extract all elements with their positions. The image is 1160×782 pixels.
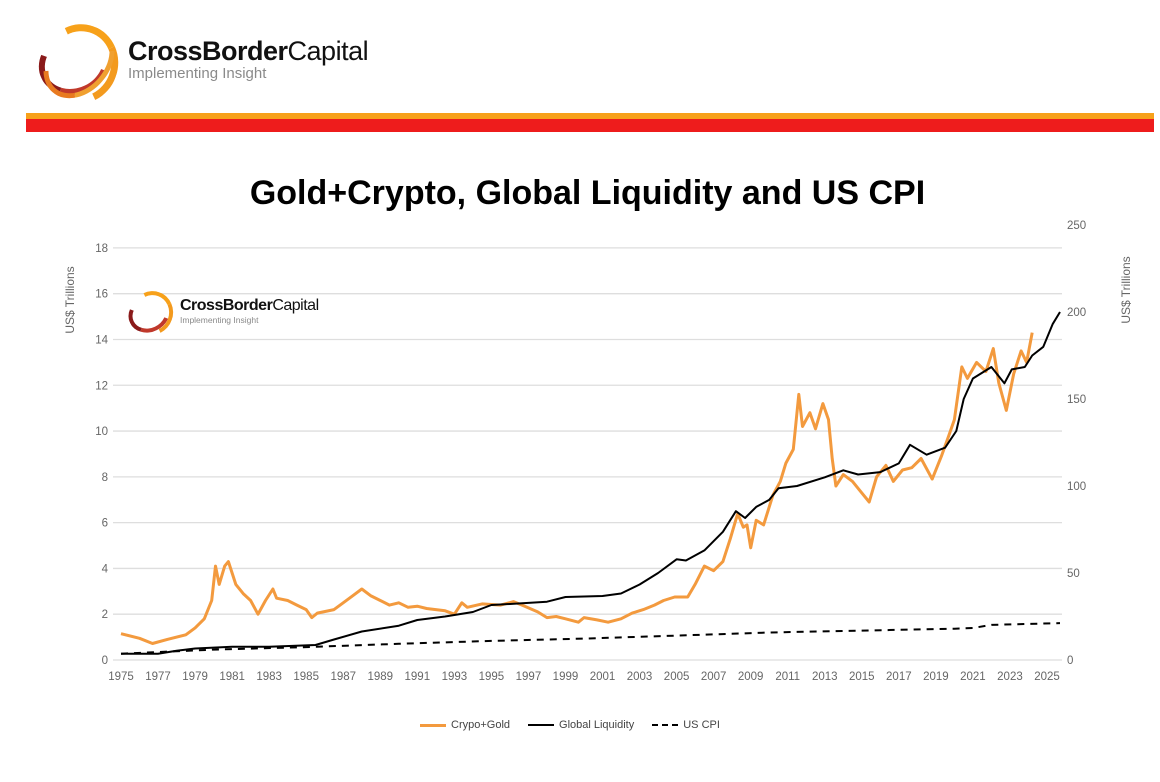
- gridlines: [113, 247, 1062, 661]
- watermark-brand-bold: CrossBorder: [180, 297, 273, 314]
- legend-item-crypto-gold: Crypo+Gold: [420, 719, 510, 731]
- y-right-label: US$ Trillions: [1119, 256, 1133, 323]
- legend-label: US CPI: [683, 719, 720, 731]
- y-right-tick-label: 200: [1067, 307, 1086, 319]
- legend-label: Global Liquidity: [559, 719, 635, 731]
- watermark-brand: CrossBorderCapital: [180, 297, 319, 315]
- x-tick-label: 1983: [256, 671, 282, 683]
- legend-swatch: [652, 724, 679, 726]
- y-right-tick-label: 150: [1067, 394, 1086, 406]
- x-tick-label: 2019: [923, 671, 949, 683]
- y-right-tick-label: 100: [1067, 481, 1086, 493]
- x-tick-label: 2011: [775, 671, 800, 683]
- x-tick-label: 1975: [108, 671, 134, 683]
- x-tick-label: 1987: [330, 671, 356, 683]
- y-right-tick-label: 50: [1067, 568, 1080, 580]
- y-left-tick-label: 2: [102, 609, 108, 621]
- y-left-tick-label: 16: [95, 289, 108, 301]
- x-tick-label: 1997: [516, 671, 542, 683]
- watermark-rings-icon: [122, 285, 180, 341]
- y-right-tick-label: 250: [1067, 220, 1086, 232]
- y-left-tick-label: 18: [95, 243, 108, 255]
- y-left-tick-label: 0: [102, 655, 108, 667]
- x-tick-label: 2009: [738, 671, 764, 683]
- y-left-tick-label: 12: [95, 380, 108, 392]
- x-tick-label: 2023: [997, 671, 1023, 683]
- watermark-logo: CrossBorderCapital Implementing Insight: [122, 285, 319, 341]
- y-right-ticks: 0 50 100 150 200 250: [1067, 220, 1086, 667]
- x-tick-label: 2017: [886, 671, 912, 683]
- legend-label: Crypo+Gold: [451, 719, 511, 731]
- legend: Crypo+Gold Global Liquidity US CPI: [420, 719, 720, 731]
- x-tick-label: 2001: [590, 671, 616, 683]
- x-axis-ticks: 1975 1977 1979 1981 1983 1985 1987 1989 1991 1993…: [108, 671, 1060, 683]
- x-tick-label: 1993: [442, 671, 468, 683]
- y-left-tick-label: 8: [102, 472, 108, 484]
- y-left-label: US$ Trillions: [63, 266, 77, 333]
- x-tick-label: 2005: [664, 671, 690, 683]
- x-tick-label: 2007: [701, 671, 727, 683]
- x-tick-label: 1995: [479, 671, 505, 683]
- x-tick-label: 2015: [849, 671, 875, 683]
- x-tick-label: 1981: [219, 671, 245, 683]
- watermark-tagline: Implementing Insight: [180, 315, 259, 325]
- brand-regular: Capital: [287, 36, 369, 66]
- header-brand: CrossBorderCapital: [128, 36, 369, 67]
- y-right-tick-label: 0: [1067, 655, 1073, 667]
- y-left-tick-label: 10: [95, 426, 108, 438]
- header-logo: CrossBorderCapital Implementing Insight: [28, 9, 369, 115]
- legend-item-global-liquidity: Global Liquidity: [528, 719, 634, 731]
- x-tick-label: 1977: [145, 671, 171, 683]
- x-tick-label: 1985: [293, 671, 319, 683]
- brand-bold: CrossBorder: [128, 36, 288, 66]
- watermark-brand-regular: Capital: [272, 297, 319, 314]
- series-line-us-cpi: [120, 622, 1061, 655]
- series-line-global-liquidity: [121, 311, 1061, 655]
- header-stripe-red: [26, 119, 1154, 132]
- header-tagline: Implementing Insight: [128, 65, 267, 82]
- chart-title: Gold+Crypto, Global Liquidity and US CPI: [249, 174, 926, 212]
- x-tick-label: 1979: [182, 671, 208, 683]
- y-left-tick-label: 4: [102, 563, 109, 575]
- series-line-crypo-gold: [120, 332, 1034, 645]
- x-tick-label: 2025: [1034, 671, 1060, 683]
- x-tick-label: 2013: [812, 671, 838, 683]
- y-left-tick-label: 14: [95, 334, 108, 346]
- legend-swatch: [528, 724, 555, 726]
- x-tick-label: 1989: [367, 671, 393, 683]
- x-tick-label: 1999: [553, 671, 579, 683]
- y-left-ticks: 0 2 4 6 8 10 12 14 16 18: [95, 243, 108, 667]
- x-tick-label: 1991: [405, 671, 431, 683]
- y-left-tick-label: 6: [102, 518, 108, 530]
- header-stripe-orange: [26, 113, 1154, 119]
- legend-item-us-cpi: US CPI: [652, 719, 720, 731]
- series-lines: [120, 311, 1061, 655]
- x-tick-label: 2021: [960, 671, 986, 683]
- x-tick-label: 2003: [627, 671, 653, 683]
- legend-swatch: [420, 723, 446, 727]
